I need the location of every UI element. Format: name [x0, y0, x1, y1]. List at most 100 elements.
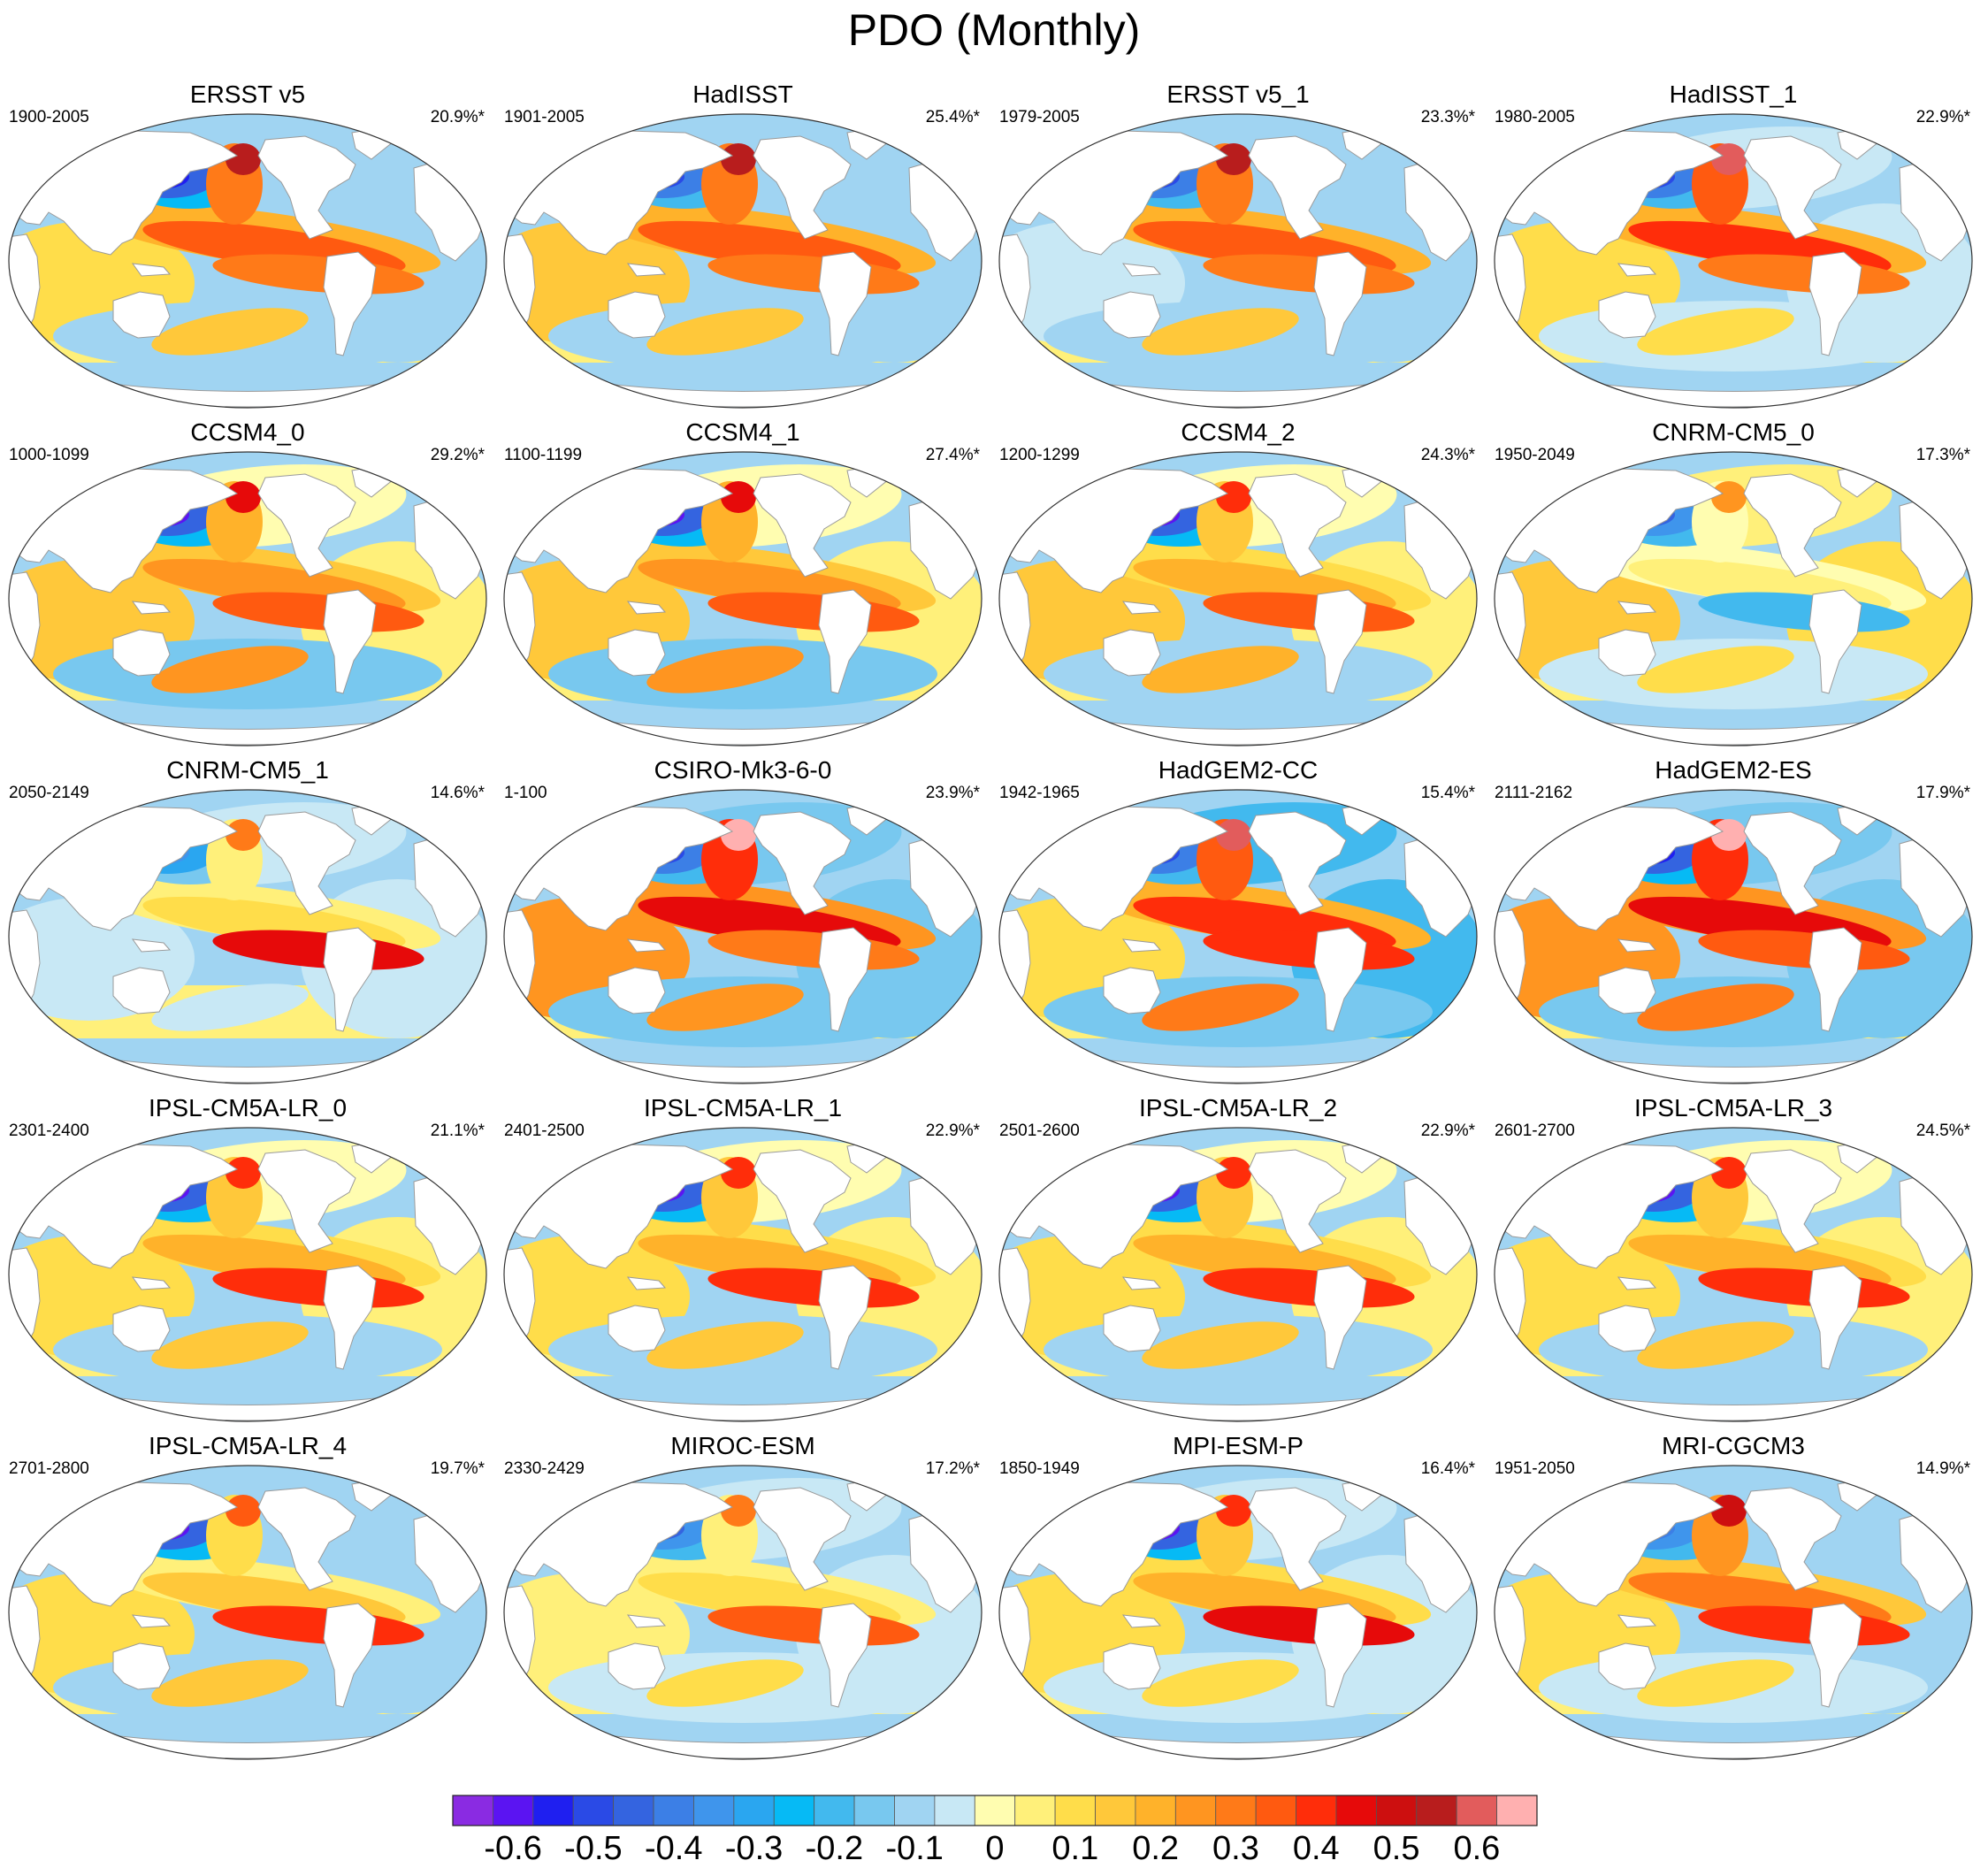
figure-title: PDO (Monthly) — [847, 5, 1141, 55]
land-mask — [1743, 473, 1842, 578]
map-panel: IPSL-CM5A-LR_0 2301-2400 21.1%* — [0, 1093, 495, 1429]
land-mask — [1103, 967, 1161, 1014]
pdo-map — [8, 789, 487, 1084]
panel-title: CNRM-CM5_1 — [166, 756, 329, 784]
land-mask — [1248, 135, 1347, 240]
pdo-map — [1494, 451, 1973, 746]
anomaly-contour — [1142, 1321, 1299, 1369]
colorbar-tick-label: 0.4 — [1293, 1830, 1340, 1867]
anomaly-contour — [1216, 1495, 1251, 1527]
colorbar-bin — [1296, 1795, 1337, 1826]
anomaly-contour — [1142, 1659, 1299, 1707]
land-mask — [626, 938, 667, 953]
panel-variance-percent: 17.2%* — [925, 1459, 980, 1478]
colorbar-tick-label: 0.2 — [1132, 1830, 1179, 1867]
arctic-band — [999, 452, 1477, 460]
land-mask — [131, 1614, 172, 1628]
land-mask — [608, 1642, 666, 1690]
arctic-band — [1495, 1466, 1972, 1474]
colorbar-bin — [1095, 1795, 1136, 1826]
pdo-map — [998, 113, 1478, 409]
land-mask — [1617, 1276, 1657, 1290]
colorbar-bin — [1135, 1795, 1176, 1826]
panel-title: CCSM4_1 — [685, 418, 800, 446]
land-mask — [323, 251, 377, 356]
globe-outline — [1494, 451, 1973, 746]
land-mask — [818, 1265, 872, 1370]
arctic-band — [999, 1466, 1477, 1474]
land-mask — [1808, 1265, 1862, 1370]
panel-variance-percent: 20.9%* — [430, 108, 485, 126]
land-mask — [1808, 927, 1862, 1032]
anomaly-contour — [721, 819, 756, 851]
land-mask — [1313, 589, 1367, 694]
land-mask — [1617, 263, 1657, 277]
panel-title: HadISST — [692, 80, 793, 108]
land-mask — [1103, 629, 1161, 677]
anomaly-contour — [1637, 984, 1794, 1031]
arctic-band — [504, 452, 982, 460]
map-panel: IPSL-CM5A-LR_3 2601-2700 24.5%* — [1486, 1093, 1981, 1429]
pdo-map — [998, 451, 1478, 746]
land-mask — [1617, 1614, 1657, 1628]
globe-outline — [8, 1127, 487, 1422]
anomaly-contour — [1142, 646, 1299, 693]
land-mask — [1121, 1614, 1162, 1628]
panel-title: HadGEM2-ES — [1655, 756, 1812, 784]
land-mask — [753, 1487, 852, 1591]
globe-outline — [503, 451, 983, 746]
colorbar-bin — [1456, 1795, 1497, 1826]
land-mask — [1808, 1603, 1862, 1708]
land-mask — [1617, 601, 1657, 615]
land-mask — [1598, 629, 1656, 677]
panel-title: ERSST v5_1 — [1166, 80, 1310, 108]
panel-title: IPSL-CM5A-LR_4 — [148, 1432, 348, 1459]
anomaly-contour — [226, 1495, 261, 1527]
map-panel: HadGEM2-ES 2111-2162 17.9%* — [1486, 755, 1981, 1091]
land-mask — [1121, 601, 1162, 615]
globe-outline — [1494, 113, 1973, 409]
land-mask — [1598, 291, 1656, 339]
anomaly-contour — [226, 1157, 261, 1189]
anomaly-contour — [646, 1321, 804, 1369]
map-panel: IPSL-CM5A-LR_4 2701-2800 19.7%* — [0, 1431, 495, 1767]
panel-title: CSIRO-Mk3-6-0 — [654, 756, 832, 784]
anomaly-contour — [721, 1495, 756, 1527]
panel-variance-percent: 29.2%* — [430, 446, 485, 464]
colorbar-tick-label: 0.6 — [1453, 1830, 1500, 1867]
anomaly-contour — [646, 646, 804, 693]
pdo-map — [503, 1127, 983, 1422]
colorbar-bin — [974, 1795, 1016, 1826]
panel-period: 1000-1099 — [9, 446, 89, 464]
arctic-band — [9, 1466, 486, 1474]
map-panel: CCSM4_1 1100-1199 27.4%* — [495, 417, 990, 754]
colorbar-bin — [653, 1795, 694, 1826]
arctic-band — [999, 1128, 1477, 1136]
land-mask — [1103, 1305, 1161, 1352]
panel-period: 2050-2149 — [9, 784, 89, 802]
land-mask — [818, 1603, 872, 1708]
pdo-map — [998, 789, 1478, 1084]
panel-variance-percent: 25.4%* — [925, 108, 980, 126]
land-mask — [323, 589, 377, 694]
globe-outline — [8, 789, 487, 1084]
land-mask — [608, 291, 666, 339]
globe-outline — [998, 789, 1478, 1084]
panel-variance-percent: 16.4%* — [1420, 1459, 1475, 1478]
colorbar-bin — [1375, 1795, 1418, 1826]
panel-period: 1200-1299 — [999, 446, 1080, 464]
land-mask — [112, 967, 171, 1014]
map-panel: CCSM4_0 1000-1099 29.2%* — [0, 417, 495, 754]
land-mask — [1248, 1149, 1347, 1253]
map-panel: MRI-CGCM3 1951-2050 14.9%* — [1486, 1431, 1981, 1767]
arctic-band — [1495, 114, 1972, 122]
anomaly-contour — [1142, 308, 1299, 356]
colorbar-tick-label: -0.4 — [645, 1830, 702, 1867]
colorbar-bin — [1215, 1795, 1257, 1826]
anomaly-contour — [721, 1157, 756, 1189]
land-mask — [323, 927, 377, 1032]
globe-outline — [503, 789, 983, 1084]
colorbar-bin — [1496, 1795, 1538, 1826]
panel-variance-percent: 27.4%* — [925, 446, 980, 464]
land-mask — [112, 629, 171, 677]
